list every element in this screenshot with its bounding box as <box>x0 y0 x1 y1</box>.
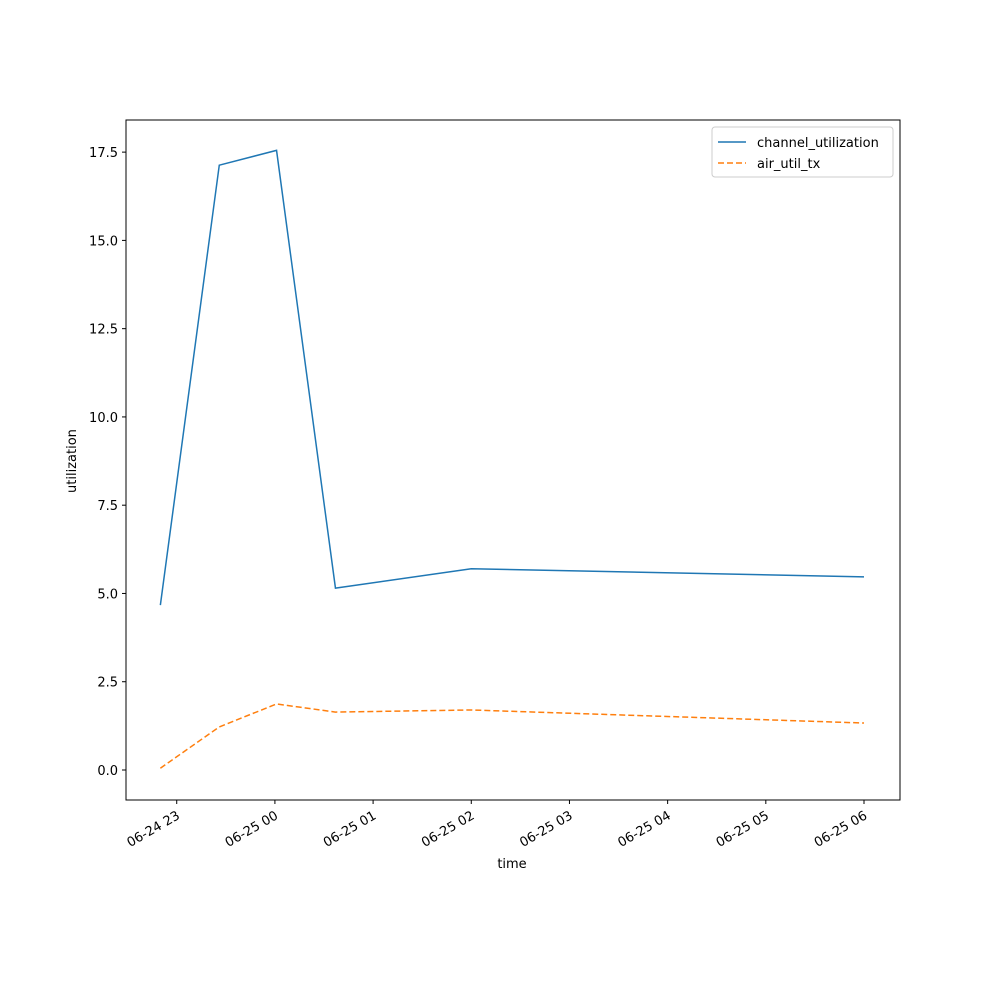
x-axis-label: time <box>497 857 526 872</box>
y-tick-label: 10.0 <box>89 411 118 426</box>
x-tick-label: 06-25 06 <box>812 808 870 850</box>
x-tick-label: 06-25 03 <box>517 808 575 850</box>
y-tick-label: 0.0 <box>97 764 118 779</box>
y-tick-label: 12.5 <box>89 323 118 338</box>
legend-label: air_util_tx <box>757 157 821 172</box>
y-tick-label: 7.5 <box>97 499 118 514</box>
x-tick-label: 06-25 02 <box>419 808 477 850</box>
series-line <box>159 703 865 769</box>
x-tick-label: 06-25 00 <box>223 808 281 850</box>
y-axis-label: utilization <box>65 429 80 493</box>
y-tick-label: 5.0 <box>97 587 118 602</box>
legend-box <box>711 126 894 178</box>
x-tick-label: 06-25 05 <box>714 808 772 850</box>
y-tick-label: 17.5 <box>89 146 118 161</box>
series-line <box>159 149 865 606</box>
y-tick-label: 2.5 <box>97 676 118 691</box>
x-tick-label: 06-24 23 <box>125 808 183 850</box>
legend-label: channel_utilization <box>757 136 879 151</box>
y-tick-label: 15.0 <box>89 234 118 249</box>
x-tick-label: 06-25 04 <box>616 808 674 850</box>
x-tick-label: 06-25 01 <box>321 808 379 850</box>
plot-frame <box>125 119 901 801</box>
